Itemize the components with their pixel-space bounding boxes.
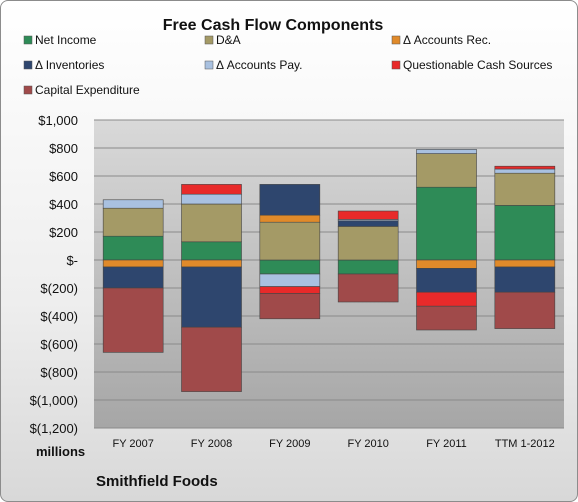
units-label: millions [36,444,85,459]
y-tick-label: $(1,000) [30,393,78,408]
x-category-label: FY 2010 [347,438,388,450]
bar-segment [102,235,164,261]
y-tick-label: $(800) [40,365,78,380]
bar-segment [416,149,477,154]
bar-segment [259,221,321,261]
y-tick-label: $600 [49,169,78,184]
bar-segment [494,168,556,174]
x-category-label: FY 2008 [191,438,232,450]
y-tick-label: $(600) [40,337,78,352]
bar-segment [337,226,399,261]
legend-swatch [23,60,33,70]
legend-label: D&A [216,33,241,47]
bar-segment [416,291,477,307]
legend-swatch [204,60,214,70]
y-tick-label: $- [66,253,78,268]
legend-label: Net Income [35,33,97,47]
bar-segment [181,241,242,261]
bar-segment [181,193,242,205]
legend-label: Δ Inventories [35,58,104,72]
bar-segment [337,259,399,275]
legend-swatch [204,35,214,45]
bar-segment [181,203,242,243]
bar-segment [337,210,399,220]
x-category-label: FY 2007 [112,438,153,450]
bar-segment [494,165,556,170]
bar-segment [494,266,556,293]
bar-segment [416,259,477,269]
legend-swatch [391,60,401,70]
y-tick-label: $(1,200) [30,421,78,436]
bar-segment [259,273,321,287]
bar-segment [181,326,242,392]
bar-segment [337,220,399,227]
bar-segment [181,266,242,328]
x-axis: FY 2007 FY 2008 FY 2009 FY 2010 FY 2011 TTM 1… [112,438,554,450]
y-tick-label: $(400) [40,309,78,324]
bar-segment [259,184,321,216]
bar-segment [102,199,164,209]
chart-title: Free Cash Flow Components [163,17,384,34]
legend-label: Questionable Cash Sources [403,58,552,72]
bar-segment [181,259,242,268]
bar-segment [102,287,164,353]
y-tick-label: $400 [49,197,78,212]
bar-segment [494,205,556,261]
bar-segment [102,207,164,237]
x-category-label: TTM 1-2012 [495,438,555,450]
bar-segment [102,266,164,289]
company-label: Smithfield Foods [96,473,218,490]
bar-segment [337,273,399,303]
legend-swatch [391,35,401,45]
legend: Net Income D&A Δ Accounts Rec. Δ Inventorie… [23,33,552,97]
bar-segment [259,286,321,294]
y-tick-label: $(200) [40,281,78,296]
legend-label: Δ Accounts Pay. [216,58,303,72]
legend-swatch [23,35,33,45]
y-axis: $1,000 $800 $600 $400 $200 $- $(200) $(400) $(60… [30,113,78,436]
bar-segment [181,184,242,195]
plot-area [94,120,564,428]
y-tick-label: $200 [49,225,78,240]
bar-segment [259,259,321,275]
bar-segment [416,305,477,331]
y-tick-label: $800 [49,141,78,156]
bar-segment [416,186,477,261]
legend-swatch [23,85,33,95]
bar-stacks [102,149,556,392]
bar-segment [102,259,164,268]
bar-segment [494,172,556,206]
bar-segment [259,293,321,320]
legend-label: Δ Accounts Rec. [403,33,491,47]
bar-segment [494,259,556,268]
bar-segment [416,268,477,293]
gridlines [94,119,564,429]
x-category-label: FY 2011 [426,438,467,450]
legend-label: Capital Expenditure [35,83,140,97]
bar-segment [416,153,477,188]
y-tick-label: $1,000 [38,113,78,128]
bar-segment [259,214,321,223]
x-category-label: FY 2009 [269,438,310,450]
bar-segment [494,291,556,329]
